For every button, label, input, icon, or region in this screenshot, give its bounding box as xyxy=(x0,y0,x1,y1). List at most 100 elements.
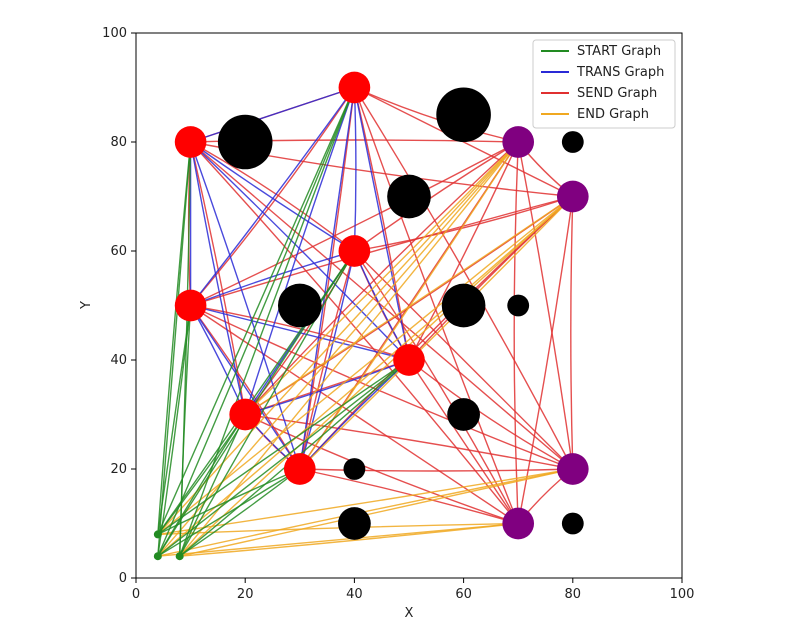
legend-label-start: START Graph xyxy=(577,44,661,59)
start-edge xyxy=(178,305,192,557)
end-edge xyxy=(179,195,574,557)
trans-node xyxy=(229,398,262,431)
send-edge xyxy=(513,141,519,524)
obstacle-circle xyxy=(277,283,322,328)
start-edge xyxy=(179,87,356,557)
obstacle-circle xyxy=(561,512,584,535)
x-tick-label: 0 xyxy=(132,587,140,602)
obstacle-circle xyxy=(447,398,480,431)
start-edge xyxy=(157,359,410,535)
trans-node xyxy=(338,235,371,267)
trans-node xyxy=(174,126,207,158)
legend-label-send: SEND Graph xyxy=(577,86,657,101)
end-edge xyxy=(157,468,573,536)
legend-label-trans: TRANS Graph xyxy=(576,65,664,80)
send-edge xyxy=(408,141,519,361)
end-edge xyxy=(157,522,519,557)
start-node xyxy=(175,552,184,561)
send-edge xyxy=(299,250,356,470)
trans-edge xyxy=(190,86,355,143)
end-edge xyxy=(157,195,574,535)
send-edge xyxy=(354,195,574,252)
trans-edge xyxy=(189,141,246,415)
end-node xyxy=(556,453,589,485)
send-edge xyxy=(570,196,574,470)
trans-edge xyxy=(190,141,355,252)
obstacle-circle xyxy=(338,507,371,540)
trans-node xyxy=(174,289,207,322)
x-axis-label: X xyxy=(405,606,414,621)
end-edge xyxy=(179,522,519,557)
send-edge xyxy=(353,87,519,524)
start-edge xyxy=(157,87,356,557)
end-edge xyxy=(299,196,574,470)
end-node xyxy=(502,126,535,158)
send-edge xyxy=(190,141,519,524)
trans-edge xyxy=(190,141,410,361)
legend-label-end: END Graph xyxy=(577,107,649,122)
send-edge xyxy=(353,250,519,524)
nodes-layer xyxy=(153,71,589,561)
start-node xyxy=(153,552,162,561)
end-edge xyxy=(179,141,519,557)
trans-node xyxy=(393,344,425,376)
end-edge xyxy=(157,522,519,536)
send-edge xyxy=(190,305,301,470)
start-edge xyxy=(179,468,301,557)
obstacle-circle xyxy=(507,294,530,317)
end-edge xyxy=(244,195,574,416)
send-edge xyxy=(189,141,246,415)
x-tick-label: 100 xyxy=(670,587,695,602)
obstacle-circle xyxy=(441,283,486,328)
trans-edge xyxy=(244,87,356,415)
send-edge xyxy=(299,468,519,525)
trans-edge xyxy=(190,305,301,470)
trans-edge xyxy=(299,87,356,470)
send-edge xyxy=(244,413,519,525)
y-tick-label: 100 xyxy=(102,26,127,41)
send-edge xyxy=(408,359,519,524)
x-tick-label: 40 xyxy=(346,587,363,602)
send-edge xyxy=(354,86,519,143)
trans-edge xyxy=(353,87,410,361)
send-edge xyxy=(190,141,574,470)
send-edge xyxy=(517,141,574,470)
y-axis-label: Y xyxy=(79,301,94,310)
send-edge xyxy=(190,87,355,306)
legend-box xyxy=(532,39,676,129)
send-edge xyxy=(353,141,519,252)
trans-edge xyxy=(190,87,355,306)
obstacle-circle xyxy=(217,114,273,170)
trans-edge xyxy=(353,87,357,252)
trans-edge xyxy=(189,141,301,470)
trans-node xyxy=(338,71,371,104)
ticks-layer: 0 20 40 60 80 100 0 20 40 60 80 100 xyxy=(102,26,694,602)
trans-node xyxy=(283,453,316,485)
send-edge xyxy=(517,196,574,524)
obstacle-circle xyxy=(561,131,584,153)
send-edge xyxy=(299,468,573,472)
start-edge xyxy=(179,250,356,557)
start-edge xyxy=(157,87,356,535)
y-tick-label: 60 xyxy=(110,244,127,259)
start-edge xyxy=(157,141,192,557)
x-tick-label: 60 xyxy=(455,587,472,602)
send-edge xyxy=(408,359,574,470)
legend: START Graph TRANS Graph SEND Graph END G… xyxy=(532,39,676,129)
end-node xyxy=(556,180,589,213)
end-node xyxy=(502,507,535,540)
obstacle-circle xyxy=(436,87,491,143)
x-tick-label: 20 xyxy=(237,587,254,602)
obstacle-circle xyxy=(387,174,431,219)
y-tick-label: 20 xyxy=(110,462,127,477)
trans-edge xyxy=(190,250,355,307)
start-edge xyxy=(179,414,246,557)
y-tick-label: 80 xyxy=(110,135,127,150)
start-edge xyxy=(157,359,410,557)
start-node xyxy=(153,530,162,539)
start-edge xyxy=(157,468,301,557)
edges-layer xyxy=(157,86,574,557)
plot-frame xyxy=(135,32,683,579)
